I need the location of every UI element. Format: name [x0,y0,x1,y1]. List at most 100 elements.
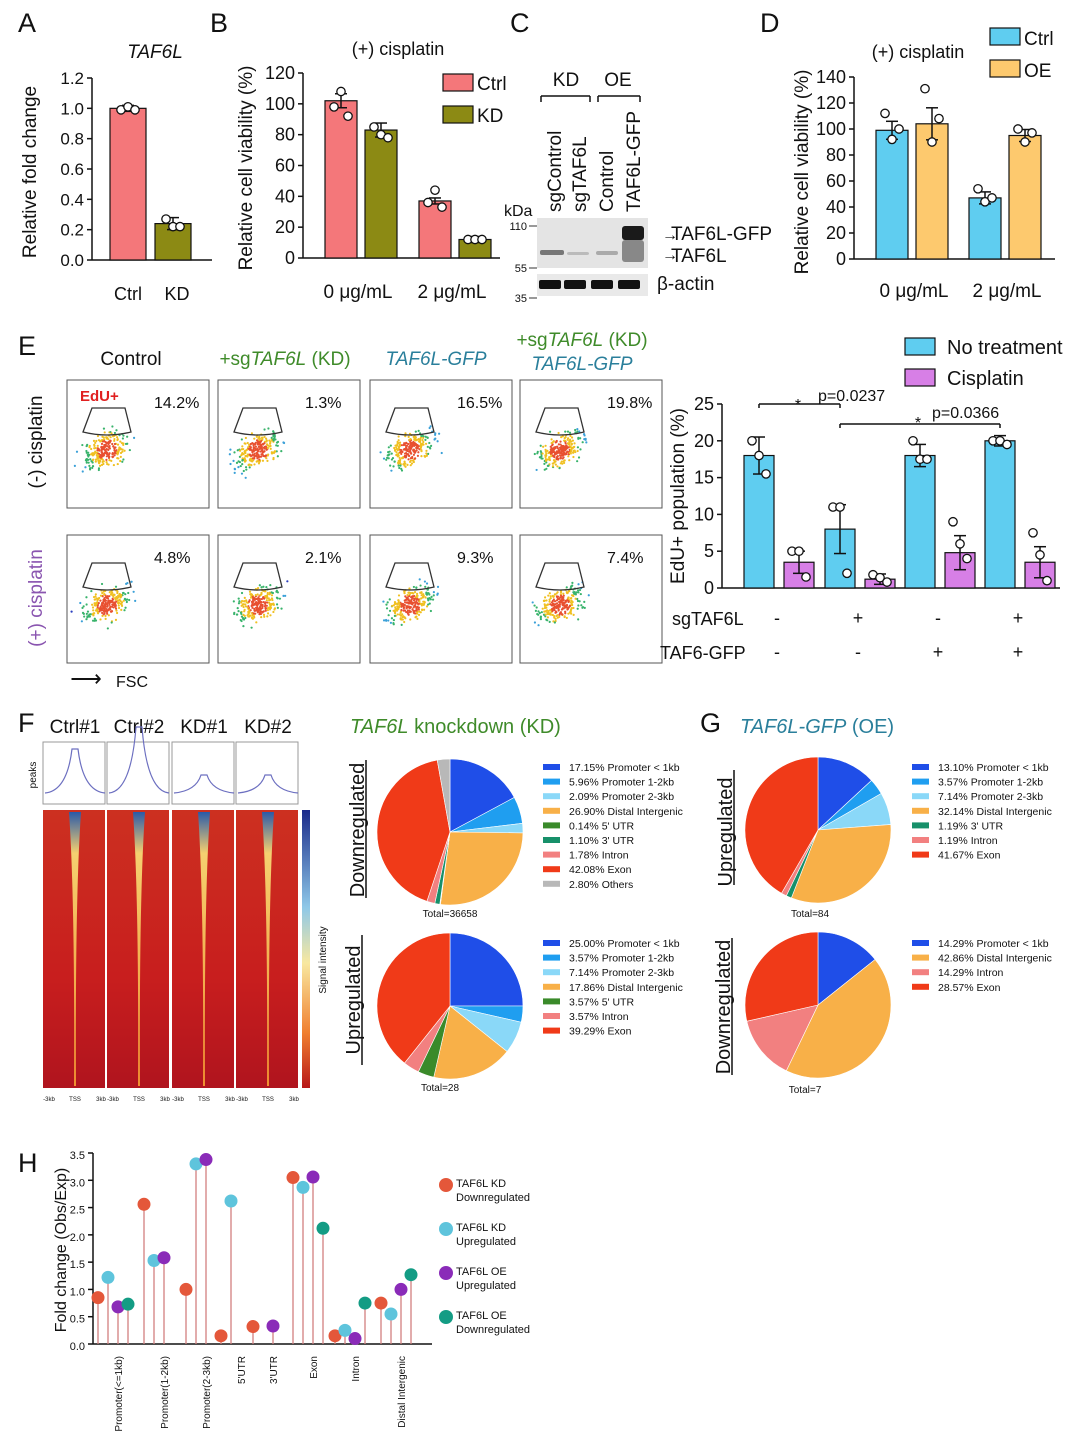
flow-event [563,459,566,462]
panel-e-fsc-label: FSC [116,674,148,691]
flow-event [563,436,566,440]
flow-event [251,606,254,609]
panel-f-down-pie-slice [449,758,515,833]
panel-b-legend-label: Ctrl [477,74,507,95]
flow-event [403,609,406,612]
panel-d-y-tick-label: 80 [826,145,846,165]
flow-event [120,595,123,598]
flow-event [577,583,580,586]
flow-event [266,446,270,450]
flow-event [99,599,102,602]
flow-event [85,596,88,599]
flow-event [92,439,96,442]
flow-event [406,611,409,614]
panel-b-x-label: 2 μg/mL [417,282,486,303]
flow-event [236,606,239,610]
flow-event [554,463,557,466]
flow-event [545,452,548,455]
panel-f-profile-frame [235,741,299,805]
flow-event [421,595,425,599]
panel-f-title-rest: knockdown (KD) [409,716,561,738]
flow-event [425,605,429,608]
flow-event [548,600,551,603]
flow-event [245,468,248,471]
panel-f-x-tick: -3kb [107,1097,119,1103]
flow-event [85,444,88,448]
flow-event [390,469,393,472]
flow-event [259,609,262,612]
flow-event [114,607,118,610]
flow-event [394,601,397,604]
flow-event [420,594,423,597]
panel-b-point [383,132,393,143]
flow-gate-percent: 2.1% [305,550,341,567]
flow-event [108,447,111,450]
flow-event [561,435,564,438]
flow-event [567,596,570,599]
flow-event [392,621,395,625]
flow-event [557,431,560,435]
flow-event [548,592,551,595]
flow-event [262,450,265,453]
flow-event [113,454,116,457]
flow-event [413,610,416,613]
flow-event [115,611,119,615]
panel-c-band-actin [564,280,586,289]
flow-event [282,441,286,445]
flow-event [94,460,97,463]
panel-b-bar-ctrl [418,200,452,259]
flow-event [79,601,82,605]
panel-d-bar-ctrl [875,129,909,260]
flow-event [258,584,261,587]
flow-event [251,598,255,602]
flow-event [270,591,273,594]
flow-event [243,596,246,599]
panel-b-y-tick-label: 60 [275,156,295,176]
panel-f-down-legend-swatch [543,880,560,887]
flow-event [250,432,254,435]
flow-event [251,457,254,460]
flow-event [257,462,261,465]
panel-d-y-tick-label: 60 [826,171,846,191]
flow-event [544,459,548,462]
flow-event [549,452,553,455]
flow-event [114,598,117,601]
flow-event [276,440,280,443]
flow-event [541,607,544,610]
panel-e-gfp-sign: - [855,642,861,662]
panel-e-sg-sign: + [1013,608,1024,628]
flow-event [249,442,252,446]
panel-h-legend-line2: Upregulated [456,1280,516,1292]
flow-event [549,603,552,606]
panel-c-band-label: β-actin [657,274,714,295]
flow-event [115,609,118,612]
panel-h-point [384,1307,398,1321]
flow-event [428,602,431,605]
flow-event [415,446,418,450]
flow-event [263,597,266,600]
flow-event [268,598,271,602]
flow-event [552,602,555,606]
flow-event [414,450,417,453]
flow-event [543,599,546,602]
panel-b-y-tick-label: 80 [275,125,295,145]
flow-event [408,595,411,598]
flow-event [109,605,112,609]
panel-d-bar-ctrl [968,197,1002,260]
flow-event [553,621,556,624]
flow-event [390,617,394,620]
panel-g-down-legend-label: 28.57% Exon [938,982,1001,994]
flow-event [583,434,586,437]
flow-event [112,593,115,596]
panel-d-legend-label: OE [1024,61,1051,82]
flow-event [270,452,273,455]
panel-b-y-tick-label: 120 [265,63,295,83]
flow-event [280,607,283,610]
flow-event [249,614,252,617]
flow-event [82,605,85,608]
flow-event [267,601,271,604]
flow-event [246,441,249,445]
flow-event [109,608,112,611]
flow-event [403,590,406,593]
flow-event [98,460,102,463]
